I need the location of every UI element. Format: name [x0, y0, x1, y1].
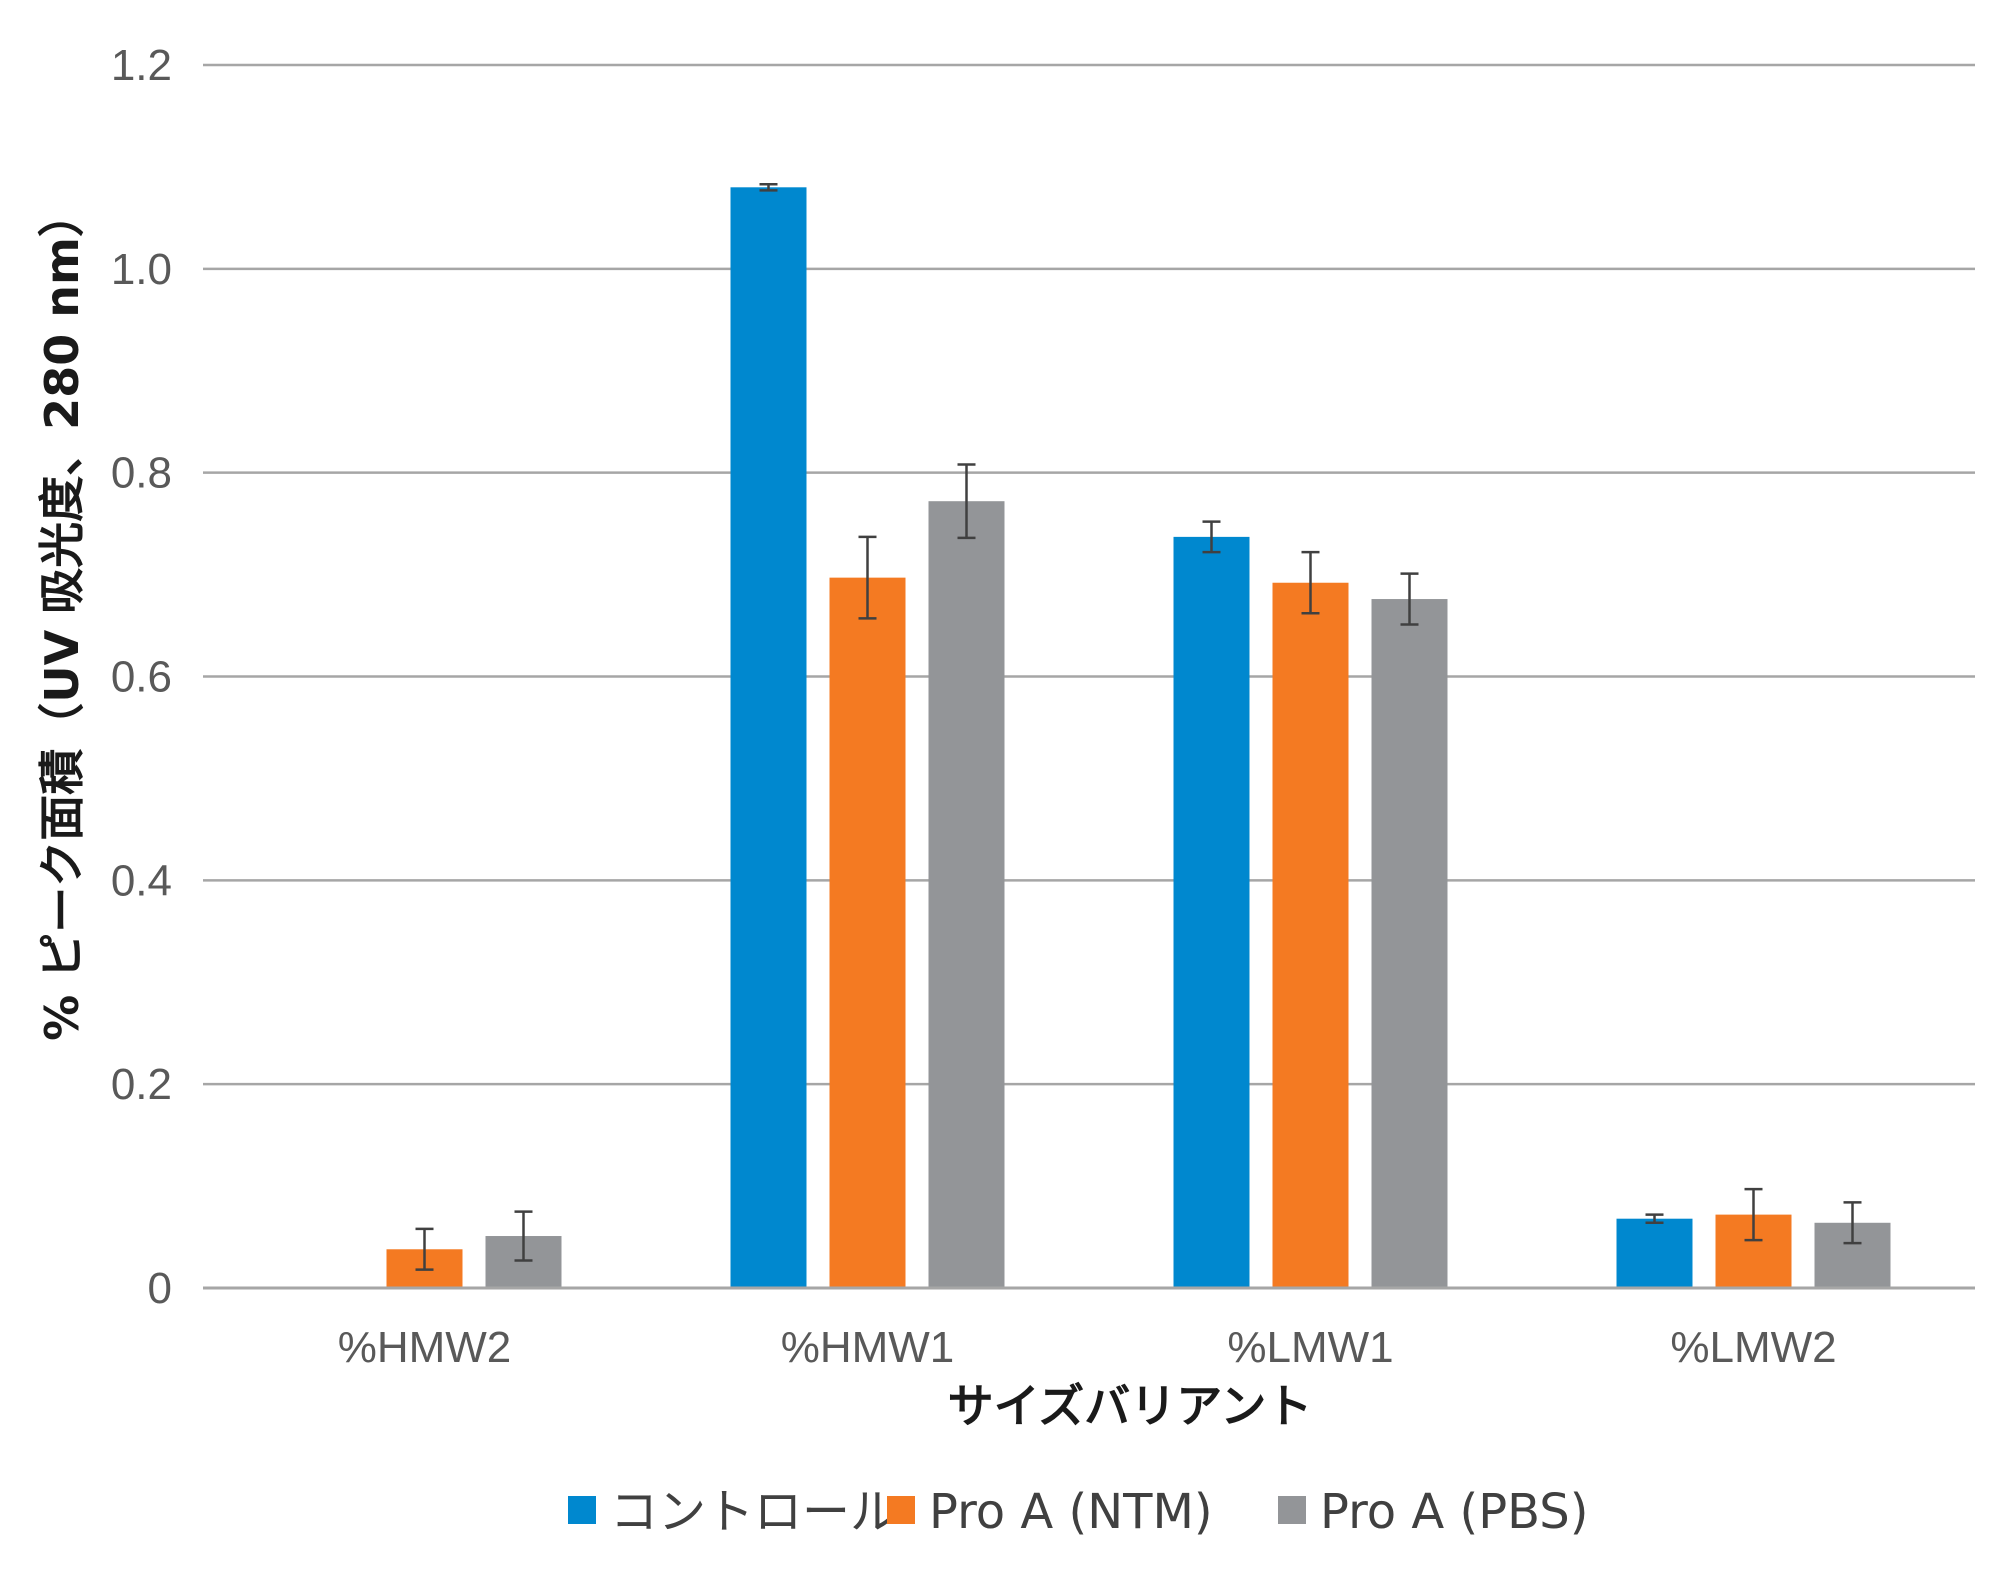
bar — [1272, 582, 1349, 1288]
error-bar — [1645, 1213, 1664, 1225]
y-tick-label: 0.6 — [111, 653, 172, 702]
error-bars — [415, 182, 1862, 1271]
y-axis-ticks: 0 0.2 0.4 0.6 0.8 1.0 1.2 — [111, 41, 172, 1313]
bar — [730, 187, 807, 1288]
legend-swatch — [1278, 1496, 1306, 1524]
legend-label: Pro A (PBS) — [1320, 1484, 1588, 1540]
category-labels: %HMW2 %HMW1 %LMW1 %LMW2 — [338, 1323, 1837, 1372]
y-tick-label: 0.4 — [111, 856, 172, 905]
category-label: %LMW2 — [1670, 1323, 1836, 1372]
error-bar — [415, 1227, 434, 1271]
error-bar — [759, 182, 778, 192]
bar — [829, 577, 906, 1288]
error-bar — [1400, 572, 1419, 626]
bar — [928, 501, 1005, 1288]
legend-swatch — [568, 1496, 596, 1524]
category-label: %HMW1 — [781, 1323, 955, 1372]
error-bar — [1301, 550, 1320, 615]
legend-swatch — [887, 1496, 915, 1524]
y-tick-label: 0.2 — [111, 1060, 172, 1109]
bars — [386, 187, 1891, 1288]
gridlines — [203, 63, 1975, 1086]
y-tick-label: 1.0 — [111, 245, 172, 294]
legend-item: Pro A (PBS) — [1278, 1484, 1588, 1540]
bar — [1371, 599, 1448, 1288]
error-bar — [514, 1210, 533, 1262]
legend-item: コントロール — [568, 1484, 898, 1540]
x-axis-title: サイズバリアント — [948, 1379, 1313, 1433]
error-bar — [858, 535, 877, 620]
legend: コントロール Pro A (NTM) Pro A (PBS) — [568, 1484, 1588, 1540]
error-bar — [957, 463, 976, 540]
y-tick-label: 0 — [148, 1264, 172, 1313]
bar — [1616, 1218, 1693, 1288]
error-bar — [1843, 1201, 1862, 1245]
error-bar — [1202, 520, 1221, 554]
category-label: %LMW1 — [1227, 1323, 1393, 1372]
legend-item: Pro A (NTM) — [887, 1484, 1213, 1540]
legend-label: コントロール — [610, 1484, 898, 1540]
error-bar — [1744, 1187, 1763, 1242]
y-axis-title: % ピーク面積（UV 吸光度、280 nm） — [35, 191, 89, 1041]
y-tick-label: 1.2 — [111, 41, 172, 90]
category-label: %HMW2 — [338, 1323, 512, 1372]
bar — [1173, 536, 1250, 1288]
y-tick-label: 0.8 — [111, 449, 172, 498]
legend-label: Pro A (NTM) — [929, 1484, 1213, 1540]
